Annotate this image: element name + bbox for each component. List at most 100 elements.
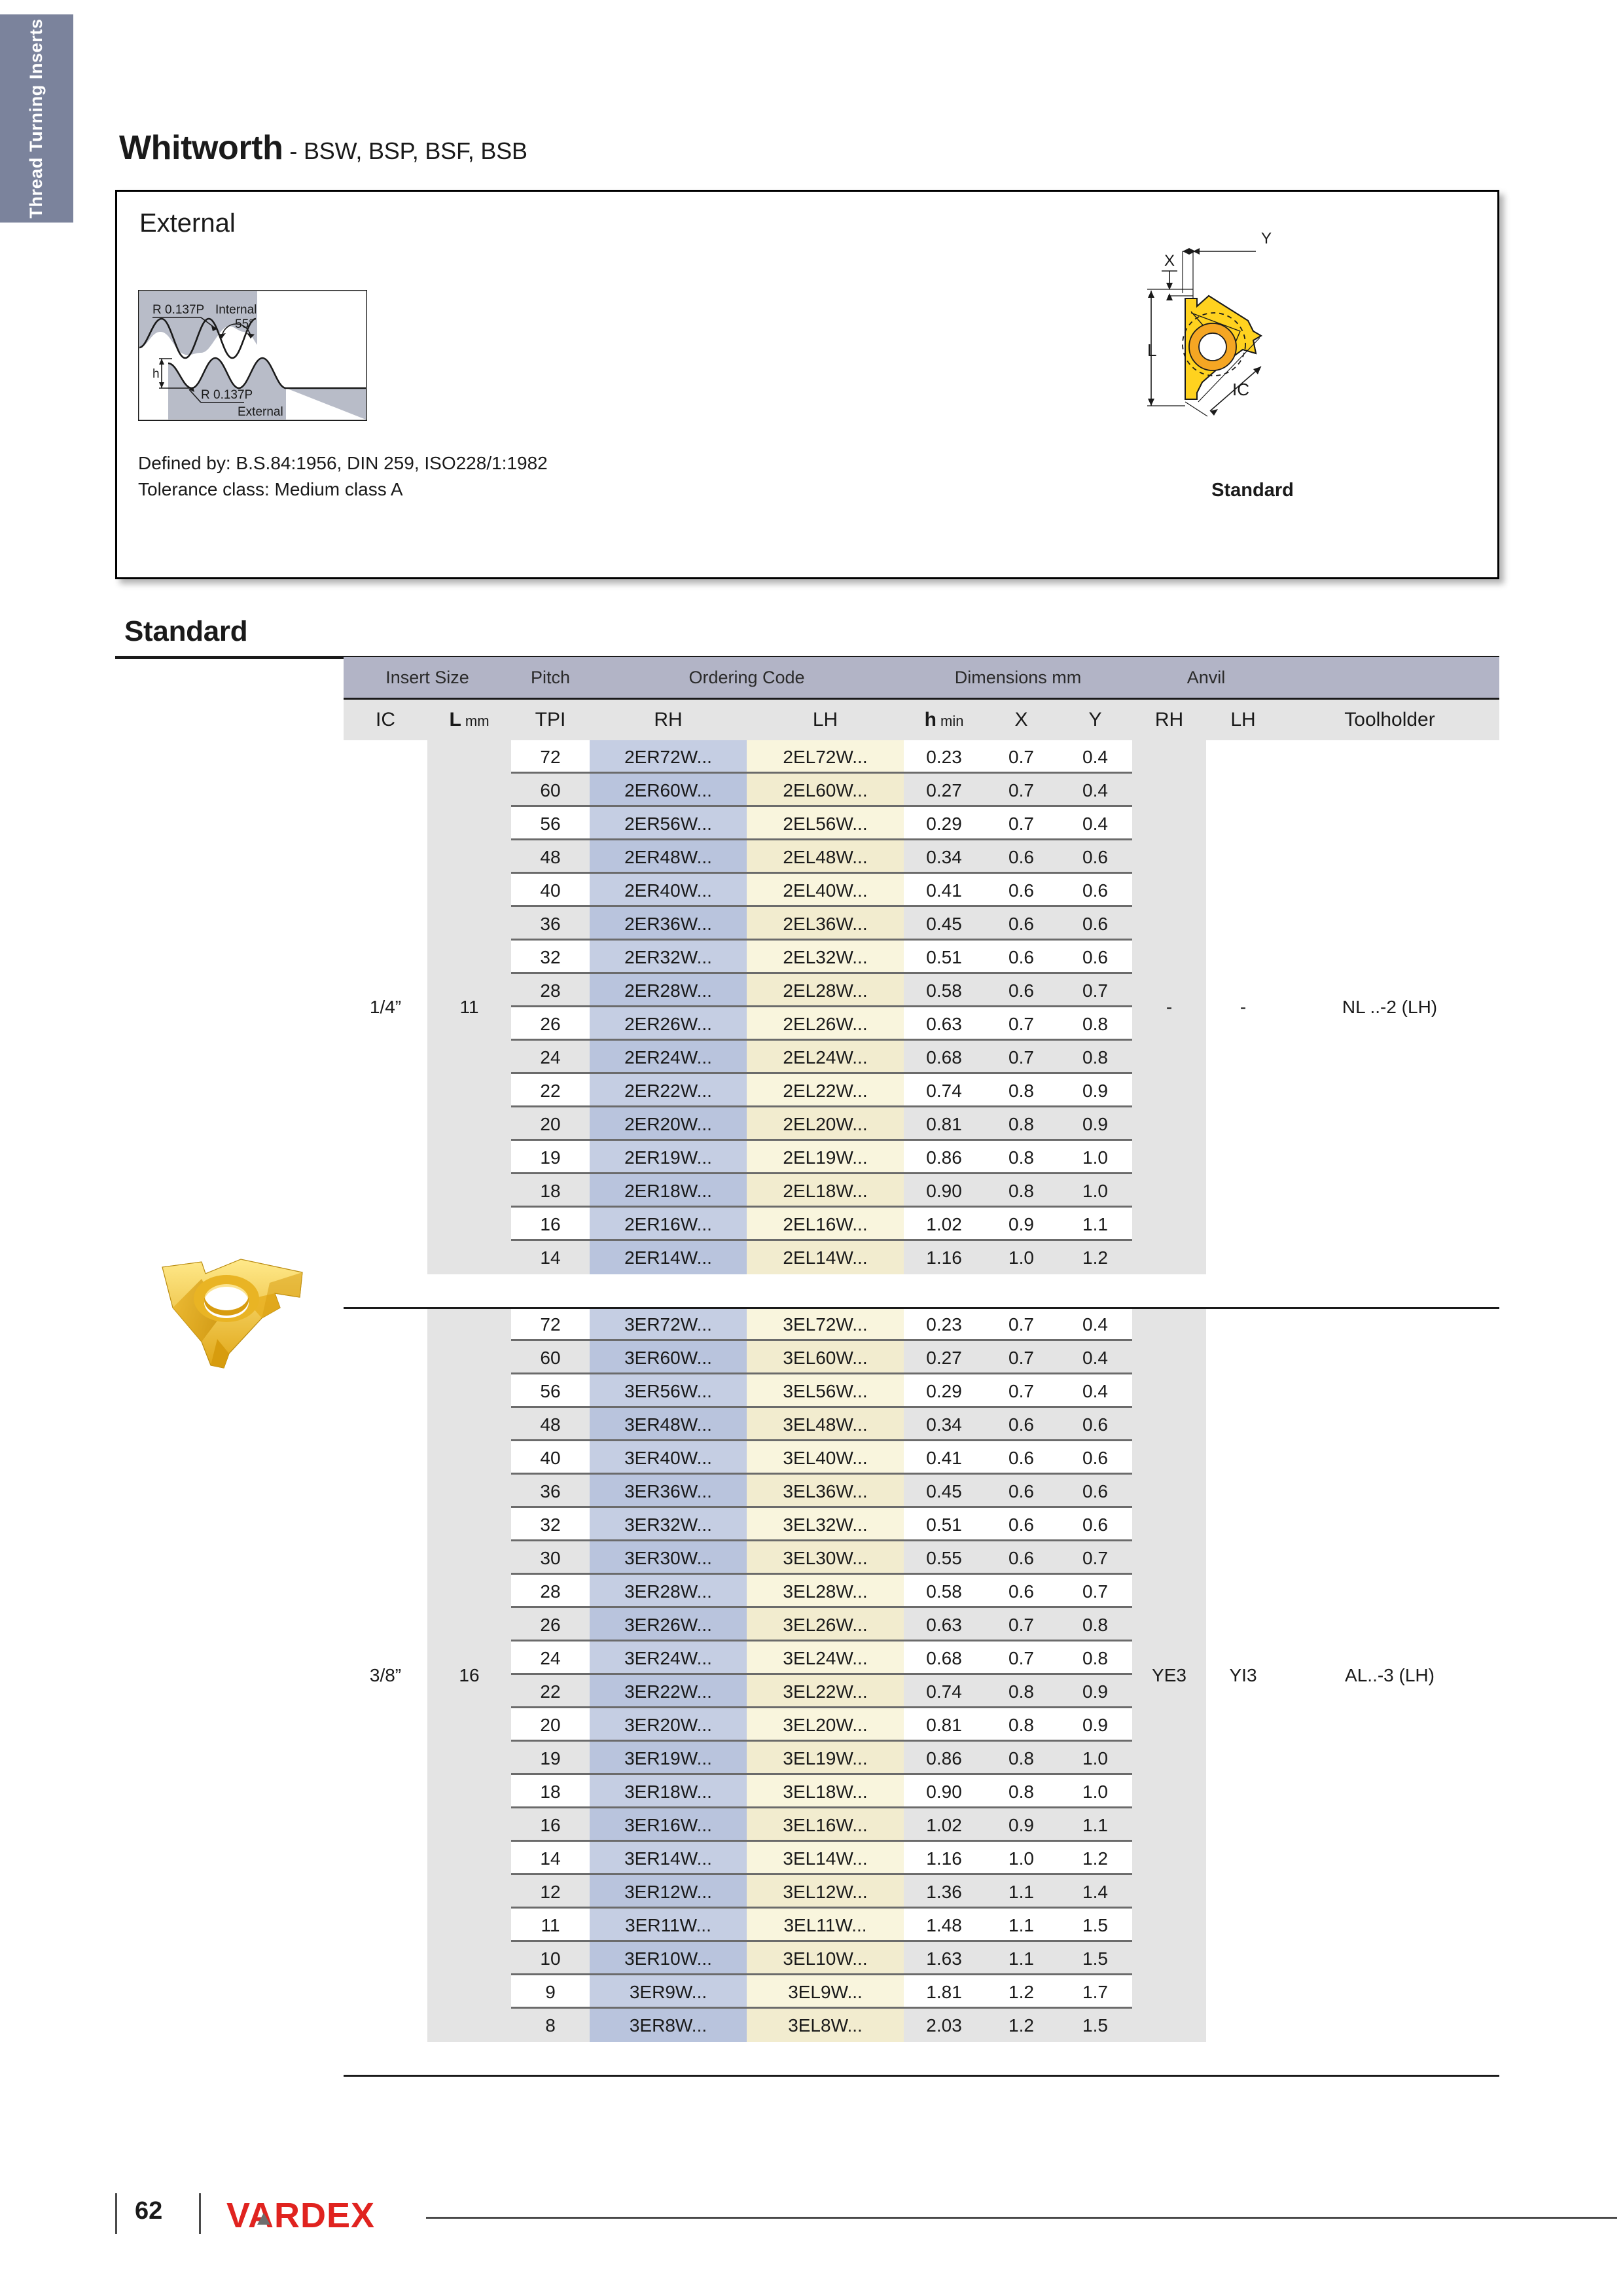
page-number: 62: [135, 2197, 163, 2225]
cell-dim-h: 1.36: [904, 1875, 985, 1909]
table-row: 32 2ER32W... 2EL32W... 0.51 0.6 0.6: [344, 941, 1499, 974]
cell-dim-y: 0.9: [1058, 1675, 1133, 1708]
cell-dim-h: 0.63: [904, 1608, 985, 1641]
insert-dimension-diagram: Y X L: [1125, 228, 1380, 476]
cell-dim-x: 0.6: [984, 874, 1058, 907]
cell-dim-y: 1.0: [1058, 1141, 1132, 1174]
cell-ordering-code-rh: 2ER56W...: [590, 807, 747, 840]
table-row: 40 3ER40W... 3EL40W... 0.41 0.6 0.6: [344, 1441, 1499, 1475]
cell-ordering-code-rh: 3ER28W...: [590, 1575, 747, 1608]
cell-dim-h: 0.51: [904, 941, 984, 974]
cell-dim-y: 0.8: [1058, 1007, 1132, 1041]
cell-dim-h: 0.58: [904, 1575, 984, 1608]
table-column-header-row: IC L mm TPI RH LH h min X Y RH LH Toolho…: [344, 698, 1500, 740]
cell-dim-x: 1.1: [984, 1942, 1059, 1975]
cell-tpi: 36: [511, 907, 590, 941]
svg-text:Y: Y: [1261, 230, 1272, 247]
cell-dim-h: 1.48: [904, 1909, 984, 1942]
cell-dim-y: 1.7: [1058, 1975, 1132, 2009]
cell-dim-y: 0.4: [1058, 1374, 1132, 1408]
cell-dim-h: 0.68: [904, 1041, 985, 1074]
cell-dim-y: 0.6: [1058, 907, 1133, 941]
cell-tpi: 16: [511, 1208, 590, 1241]
cell-insert-size-l: 16: [427, 1308, 511, 2042]
table-row: 32 3ER32W... 3EL32W... 0.51 0.6 0.6: [344, 1508, 1499, 1541]
cell-tpi: 19: [511, 1742, 590, 1775]
cell-ordering-code-rh: 2ER18W...: [590, 1174, 747, 1208]
cell-dim-x: 0.6: [984, 1441, 1058, 1475]
cell-dim-h: 0.58: [904, 974, 985, 1007]
cell-ordering-code-lh: 3EL32W...: [747, 1508, 904, 1541]
cell-dim-h: 0.29: [904, 807, 984, 840]
cell-dim-x: 0.6: [984, 907, 1059, 941]
cell-tpi: 14: [511, 1241, 590, 1274]
cell-dim-h: 0.55: [904, 1541, 985, 1575]
table-row: 8 3ER8W... 3EL8W... 2.03 1.2 1.5: [344, 2009, 1499, 2042]
col-header-tpi: TPI: [511, 698, 590, 740]
cell-ordering-code-lh: 2EL72W...: [747, 740, 904, 774]
col-header-anvil-rh: RH: [1132, 698, 1207, 740]
cell-ordering-code-lh: 3EL20W...: [747, 1708, 904, 1742]
col-header-h: h min: [904, 698, 985, 740]
page-title-main: Whitworth: [119, 129, 283, 167]
cell-ordering-code-lh: 2EL48W...: [747, 840, 904, 874]
table-row: 28 3ER28W... 3EL28W... 0.58 0.6 0.7: [344, 1575, 1499, 1608]
cell-dim-y: 1.2: [1058, 1842, 1132, 1875]
cell-dim-x: 0.6: [984, 840, 1059, 874]
cell-ordering-code-lh: 2EL36W...: [747, 907, 904, 941]
cell-tpi: 16: [511, 1808, 590, 1842]
group-header-pitch: Pitch: [511, 657, 590, 699]
table-row: 36 2ER36W... 2EL36W... 0.45 0.6 0.6: [344, 907, 1499, 941]
vardex-logo: VARDEX: [226, 2196, 416, 2242]
table-row: 24 2ER24W... 2EL24W... 0.68 0.7 0.8: [344, 1041, 1499, 1074]
cell-ordering-code-rh: 3ER26W...: [590, 1608, 747, 1641]
cell-tpi: 28: [511, 1575, 590, 1608]
cell-ordering-code-lh: 3EL28W...: [747, 1575, 904, 1608]
cell-ordering-code-lh: 2EL19W...: [747, 1141, 904, 1174]
table-row: 60 3ER60W... 3EL60W... 0.27 0.7 0.4: [344, 1341, 1499, 1374]
insert-product-photo: [124, 1237, 340, 1420]
col-header-y-label: Y: [1088, 709, 1102, 730]
footer-divider-left: [115, 2193, 117, 2234]
cell-dim-x: 0.6: [984, 941, 1058, 974]
cell-ordering-code-rh: 3ER48W...: [590, 1408, 747, 1441]
cell-dim-x: 0.7: [984, 1374, 1058, 1408]
cell-ordering-code-rh: 2ER28W...: [590, 974, 747, 1007]
cell-dim-y: 1.1: [1058, 1808, 1133, 1842]
cell-ordering-code-lh: 2EL60W...: [747, 774, 904, 807]
cell-ordering-code-lh: 3EL60W...: [747, 1341, 904, 1374]
cell-dim-y: 1.5: [1058, 1909, 1132, 1942]
cell-toolholder: NL ..-2 (LH): [1280, 740, 1500, 1274]
cell-dim-y: 0.7: [1058, 1575, 1132, 1608]
cell-dim-y: 0.8: [1058, 1641, 1132, 1675]
section-tab-label: Thread Turning Inserts: [26, 18, 46, 219]
table-row: 56 3ER56W... 3EL56W... 0.29 0.7 0.4: [344, 1374, 1499, 1408]
cell-dim-x: 0.7: [984, 740, 1058, 774]
cell-tpi: 22: [511, 1675, 590, 1708]
cell-dim-h: 0.90: [904, 1775, 984, 1808]
cell-ordering-code-lh: 3EL36W...: [747, 1475, 904, 1508]
group-header-blank: [1280, 657, 1500, 699]
cell-ordering-code-rh: 3ER56W...: [590, 1374, 747, 1408]
cell-dim-h: 0.51: [904, 1508, 984, 1541]
cell-dim-x: 0.7: [984, 1007, 1058, 1041]
cell-ordering-code-lh: 2EL18W...: [747, 1174, 904, 1208]
cell-ordering-code-rh: 3ER11W...: [590, 1909, 747, 1942]
cell-tpi: 24: [511, 1641, 590, 1675]
table-row: 48 3ER48W... 3EL48W... 0.34 0.6 0.6: [344, 1408, 1499, 1441]
cell-dim-x: 0.7: [984, 1341, 1059, 1374]
footer-rule: [426, 2217, 1617, 2219]
table-row: 14 2ER14W... 2EL14W... 1.16 1.0 1.2: [344, 1241, 1499, 1274]
section-tab: Thread Turning Inserts: [0, 14, 73, 223]
col-header-tpi-label: TPI: [535, 709, 566, 730]
table-row: 18 3ER18W... 3EL18W... 0.90 0.8 1.0: [344, 1775, 1499, 1808]
cell-dim-y: 0.4: [1058, 807, 1132, 840]
cell-dim-x: 0.6: [984, 1575, 1058, 1608]
col-header-h-unit: min: [936, 713, 964, 729]
page-title-sub: - BSW, BSP, BSF, BSB: [283, 137, 527, 164]
cell-dim-y: 0.4: [1058, 1341, 1133, 1374]
cell-ordering-code-lh: 3EL10W...: [747, 1942, 904, 1975]
cell-dim-h: 0.27: [904, 1341, 985, 1374]
table-row: 16 2ER16W... 2EL16W... 1.02 0.9 1.1: [344, 1208, 1499, 1241]
cell-tpi: 18: [511, 1174, 590, 1208]
